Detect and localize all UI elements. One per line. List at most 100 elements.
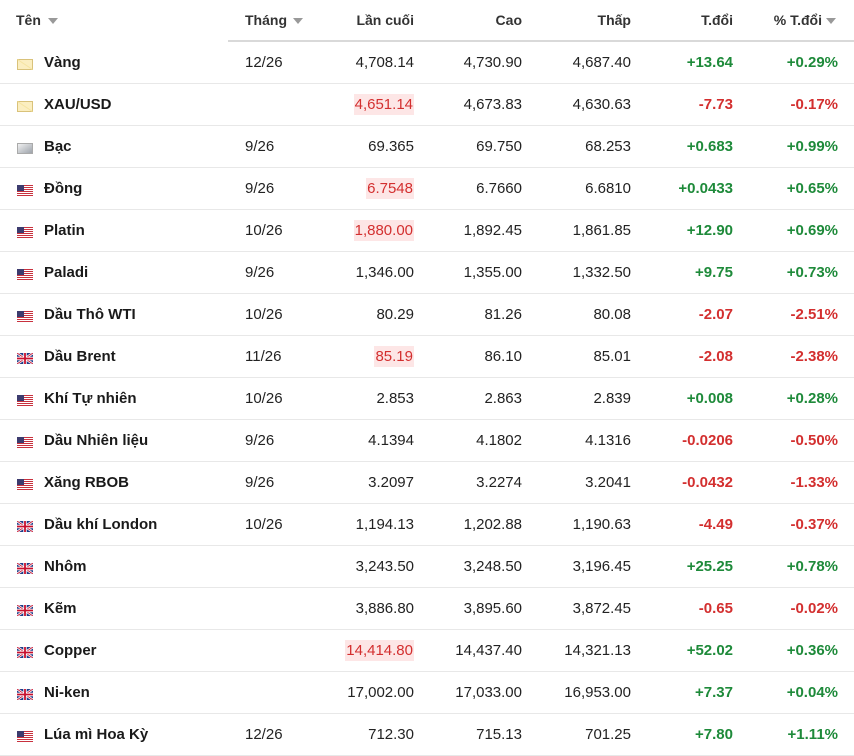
last: 3.2097 (368, 474, 414, 491)
month-cell: 9/26 (245, 420, 325, 462)
high: 3,248.50 (463, 558, 522, 575)
low-cell: 3.2041 (530, 462, 631, 504)
month: 12/26 (245, 54, 283, 71)
high: 715.13 (476, 726, 522, 743)
change-cell: -0.0206 (640, 420, 733, 462)
header-change[interactable]: T.đổi (701, 12, 733, 28)
high-cell: 3,248.50 (420, 546, 522, 588)
low-cell: 1,861.85 (530, 210, 631, 252)
row-divider (0, 209, 854, 210)
last-cell: 4,708.14 (300, 42, 414, 84)
high: 6.7660 (476, 180, 522, 197)
last: 3,886.80 (355, 600, 414, 617)
month-cell: 10/26 (245, 378, 325, 420)
header-last[interactable]: Lần cuối (356, 12, 414, 28)
high: 2.863 (484, 390, 522, 407)
instrument-name[interactable]: Dầu Nhiên liệu (44, 432, 149, 449)
row-divider (0, 545, 854, 546)
instrument-name[interactable]: Vàng (44, 54, 81, 71)
sort-arrow[interactable] (826, 18, 836, 24)
instrument-name[interactable]: Copper (44, 642, 97, 659)
pct-change: -0.17% (790, 96, 838, 113)
row-divider (0, 377, 854, 378)
change: +0.683 (686, 138, 733, 155)
change-cell: -0.65 (640, 588, 733, 630)
last-cell: 85.19 (300, 336, 414, 378)
high: 3,895.60 (463, 600, 522, 617)
header-pct-change[interactable]: % T.đổi (773, 12, 822, 28)
pct-change-cell: +0.78% (720, 546, 838, 588)
header-name[interactable]: Tên (16, 12, 41, 28)
header-low[interactable]: Thấp (597, 12, 631, 28)
month: 11/26 (245, 348, 282, 365)
flag-icon (17, 729, 33, 742)
pct-change-cell: +0.99% (720, 126, 838, 168)
change: +25.25 (686, 558, 733, 575)
instrument-name[interactable]: Ni-ken (44, 684, 90, 701)
flag-icon (16, 519, 34, 533)
pct-change-cell: -2.51% (720, 294, 838, 336)
flag-icon (17, 57, 33, 70)
sort-arrow[interactable] (293, 18, 303, 24)
high-cell: 69.750 (420, 126, 522, 168)
flag-icon (17, 99, 33, 112)
last-cell: 14,414.80 (300, 630, 414, 672)
change-cell: +7.37 (640, 672, 733, 714)
instrument-name[interactable]: Bạc (44, 138, 72, 155)
flag-icon (17, 141, 33, 154)
pct-change: -1.33% (790, 474, 838, 491)
instrument-name[interactable]: Dầu Brent (44, 348, 116, 365)
change: -2.07 (698, 306, 733, 323)
high: 4.1802 (476, 432, 522, 449)
month-cell: 9/26 (245, 168, 325, 210)
pct-change-cell: +0.29% (720, 42, 838, 84)
change-cell: -2.08 (640, 336, 733, 378)
last: 4,651.14 (353, 94, 414, 115)
pct-change-cell: +0.65% (720, 168, 838, 210)
pct-change: +0.65% (786, 180, 838, 197)
header-high[interactable]: Cao (495, 12, 522, 28)
last-cell: 2.853 (300, 378, 414, 420)
instrument-name[interactable]: Dầu Thô WTI (44, 306, 136, 323)
month: 10/26 (245, 222, 283, 239)
instrument-name[interactable]: Platin (44, 222, 85, 239)
flag-icon (16, 645, 34, 659)
instrument-name[interactable]: Xăng RBOB (44, 474, 130, 491)
change-cell: +7.80 (640, 714, 733, 756)
instrument-name[interactable]: Nhôm (44, 558, 87, 575)
last: 3,243.50 (355, 558, 414, 575)
instrument-name[interactable]: Dầu khí London (44, 516, 158, 533)
low: 4,687.40 (572, 54, 631, 71)
low: 2.839 (593, 390, 631, 407)
high: 17,033.00 (455, 684, 522, 701)
low-cell: 3,196.45 (530, 546, 631, 588)
last: 1,194.13 (355, 516, 414, 533)
month-cell: 12/26 (245, 714, 325, 756)
low: 4,630.63 (572, 96, 631, 113)
change: -0.0432 (682, 474, 733, 491)
last-cell: 6.7548 (300, 168, 414, 210)
change-cell: +0.683 (640, 126, 733, 168)
flag-icon (16, 351, 34, 365)
low-cell: 4.1316 (530, 420, 631, 462)
last-cell: 1,346.00 (300, 252, 414, 294)
last-cell: 712.30 (300, 714, 414, 756)
change-cell: +52.02 (640, 630, 733, 672)
instrument-name[interactable]: Khí Tự nhiên (44, 390, 137, 407)
high-cell: 4,673.83 (420, 84, 522, 126)
instrument-name[interactable]: XAU/USD (44, 96, 112, 113)
month-cell: 10/26 (245, 210, 325, 252)
header-month[interactable]: Tháng (245, 12, 287, 28)
instrument-name[interactable]: Paladi (44, 264, 89, 281)
row-divider (0, 125, 854, 126)
pct-change: -0.37% (790, 516, 838, 533)
high: 1,202.88 (463, 516, 522, 533)
instrument-name[interactable]: Đồng (44, 180, 83, 197)
last: 712.30 (368, 726, 414, 743)
low-cell: 4,630.63 (530, 84, 631, 126)
sort-arrow[interactable] (48, 18, 58, 24)
instrument-name[interactable]: Kẽm (44, 600, 77, 617)
last: 85.19 (374, 346, 414, 367)
instrument-name[interactable]: Lúa mì Hoa Kỳ (44, 726, 149, 743)
